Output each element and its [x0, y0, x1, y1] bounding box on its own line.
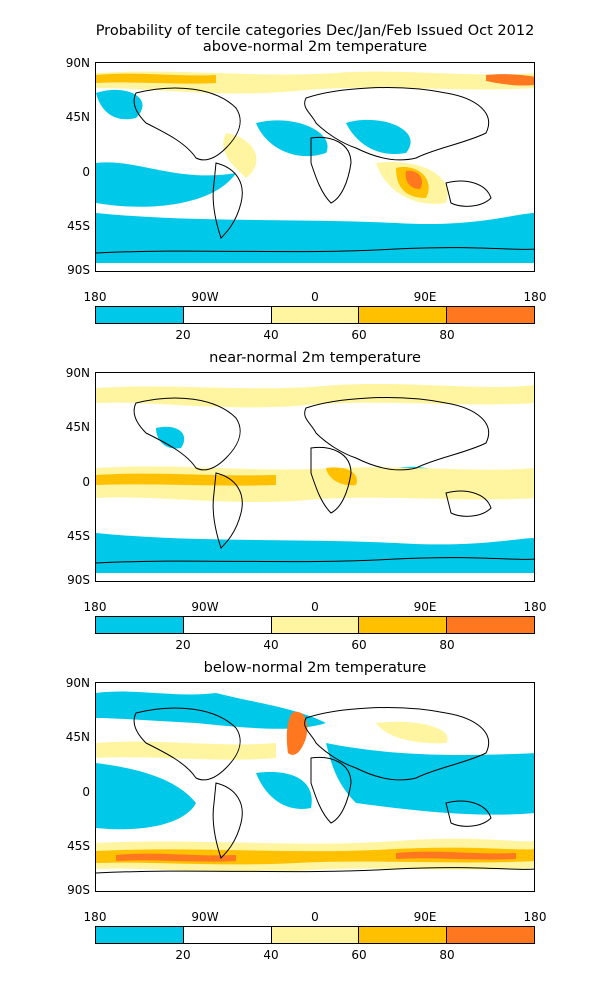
lon-label: 90W [191, 910, 219, 924]
colorbar-swatch [183, 617, 272, 633]
lon-label: 90W [191, 290, 219, 304]
colorbar-label: 60 [351, 638, 367, 652]
colorbar-label: 40 [263, 638, 279, 652]
below-normal-map [95, 682, 535, 892]
lat-label: 45S [67, 219, 90, 233]
colorbar [95, 306, 535, 324]
colorbar-swatch [447, 307, 534, 323]
lat-label: 90N [65, 366, 90, 380]
lat-label: 0 [82, 475, 90, 489]
colorbar-swatch [271, 927, 360, 943]
colorbar-swatch [271, 617, 360, 633]
above-normal-map [95, 62, 535, 272]
colorbar-swatch [447, 617, 534, 633]
lon-label: 0 [311, 910, 319, 924]
colorbar-label: 60 [351, 948, 367, 962]
lon-label: 90W [191, 600, 219, 614]
colorbar-swatch [183, 307, 272, 323]
colorbar-swatch [96, 927, 184, 943]
colorbar-swatch [359, 617, 448, 633]
lon-label: 0 [311, 600, 319, 614]
colorbar-label: 20 [175, 948, 191, 962]
lat-label: 90N [65, 676, 90, 690]
lat-label: 0 [82, 165, 90, 179]
colorbar-swatch [359, 307, 448, 323]
colorbar-swatch [271, 307, 360, 323]
lat-label: 45N [65, 110, 90, 124]
lat-label: 45S [67, 839, 90, 853]
colorbar-swatch [359, 927, 448, 943]
lat-label: 90S [67, 883, 90, 897]
lon-label: 180 [523, 290, 547, 304]
above-normal-panel: 90N 45N 0 45S 90S 180 90W 0 90E 180 20 4… [0, 0, 600, 342]
colorbar-swatch [96, 307, 184, 323]
near-normal-map [95, 372, 535, 582]
lat-label: 45N [65, 730, 90, 744]
lon-label: 180 [523, 600, 547, 614]
colorbar-swatch [183, 927, 272, 943]
lat-label: 90S [67, 573, 90, 587]
lat-label: 90S [67, 263, 90, 277]
colorbar-label: 80 [439, 948, 455, 962]
lon-label: 90E [413, 290, 437, 304]
lat-label: 0 [82, 785, 90, 799]
colorbar [95, 926, 535, 944]
near-normal-panel: 90N 45N 0 45S 90S 180 90W 0 90E 180 20 4… [0, 310, 600, 652]
lon-label: 90E [413, 910, 437, 924]
colorbar-label: 80 [439, 638, 455, 652]
lon-label: 180 [83, 910, 107, 924]
below-normal-panel: 90N 45N 0 45S 90S 180 90W 0 90E 180 20 4… [0, 620, 600, 962]
lon-label: 90E [413, 600, 437, 614]
lat-label: 45S [67, 529, 90, 543]
lon-label: 180 [523, 910, 547, 924]
near-normal-title: near-normal 2m temperature [209, 350, 421, 366]
below-normal-title: below-normal 2m temperature [203, 660, 427, 676]
figure-title: Probability of tercile categories Dec/Ja… [95, 23, 535, 39]
figure-subtitle: above-normal 2m temperature [202, 39, 428, 55]
lat-label: 45N [65, 420, 90, 434]
colorbar-swatch [447, 927, 534, 943]
lon-label: 180 [83, 290, 107, 304]
lat-label: 90N [65, 56, 90, 70]
colorbar-label: 80 [439, 328, 455, 342]
colorbar-label: 60 [351, 328, 367, 342]
lon-label: 180 [83, 600, 107, 614]
lon-label: 0 [311, 290, 319, 304]
colorbar-label: 20 [175, 328, 191, 342]
colorbar-swatch [96, 617, 184, 633]
colorbar [95, 616, 535, 634]
colorbar-label: 40 [263, 948, 279, 962]
colorbar-label: 20 [175, 638, 191, 652]
colorbar-label: 40 [263, 328, 279, 342]
